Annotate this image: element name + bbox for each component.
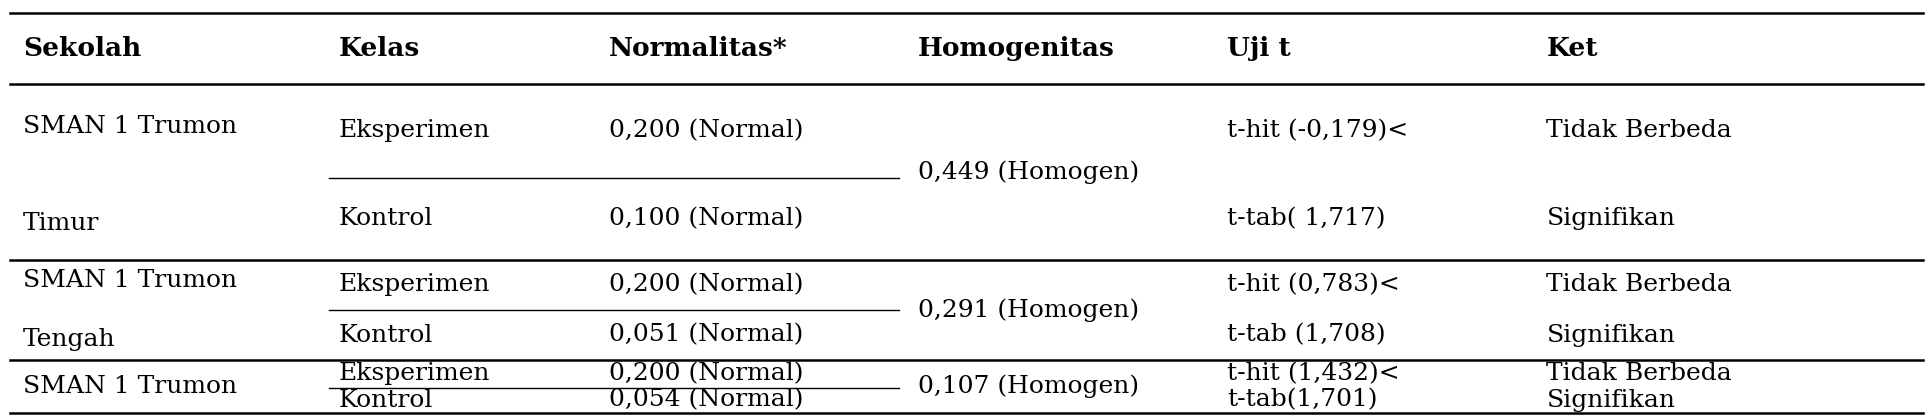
Text: Normalitas*: Normalitas* [609,36,786,61]
Text: t-hit (1,432)<: t-hit (1,432)< [1227,362,1399,385]
Text: t-tab(1,701): t-tab(1,701) [1227,389,1378,411]
Text: SMAN 1 Trumon: SMAN 1 Trumon [23,115,238,138]
Text: t-hit (-0,179)<: t-hit (-0,179)< [1227,119,1408,142]
Text: Eksperimen: Eksperimen [338,362,489,385]
Text: 0,107 (Homogen): 0,107 (Homogen) [918,375,1138,398]
Text: Tengah: Tengah [23,328,116,351]
Text: Tidak Berbeda: Tidak Berbeda [1546,362,1731,385]
Text: Homogenitas: Homogenitas [918,36,1115,61]
Text: Tidak Berbeda: Tidak Berbeda [1546,119,1731,142]
Text: t-tab (1,708): t-tab (1,708) [1227,324,1385,347]
Text: 0,051 (Normal): 0,051 (Normal) [609,324,804,347]
Text: Kontrol: Kontrol [338,207,433,230]
Text: Signifikan: Signifikan [1546,207,1675,230]
Text: Signifikan: Signifikan [1546,389,1675,411]
Text: 0,200 (Normal): 0,200 (Normal) [609,119,804,142]
Text: SMAN 1 Trumon: SMAN 1 Trumon [23,375,238,398]
Text: Uji t: Uji t [1227,36,1291,61]
Text: Kelas: Kelas [338,36,419,61]
Text: SMAN 1 Trumon: SMAN 1 Trumon [23,269,238,292]
Text: 0,200 (Normal): 0,200 (Normal) [609,274,804,296]
Text: Signifikan: Signifikan [1546,324,1675,347]
Text: Kontrol: Kontrol [338,324,433,347]
Text: 0,100 (Normal): 0,100 (Normal) [609,207,804,230]
Text: Kontrol: Kontrol [338,389,433,411]
Text: 0,449 (Homogen): 0,449 (Homogen) [918,160,1138,184]
Text: Eksperimen: Eksperimen [338,274,489,296]
Text: Sekolah: Sekolah [23,36,141,61]
Text: t-hit (0,783)<: t-hit (0,783)< [1227,274,1399,296]
Text: Timur: Timur [23,212,100,235]
Text: 0,054 (Normal): 0,054 (Normal) [609,389,804,411]
Text: t-tab( 1,717): t-tab( 1,717) [1227,207,1385,230]
Text: 0,291 (Homogen): 0,291 (Homogen) [918,298,1138,322]
Text: Tidak Berbeda: Tidak Berbeda [1546,274,1731,296]
Text: Ket: Ket [1546,36,1598,61]
Text: Eksperimen: Eksperimen [338,119,489,142]
Text: 0,200 (Normal): 0,200 (Normal) [609,362,804,385]
